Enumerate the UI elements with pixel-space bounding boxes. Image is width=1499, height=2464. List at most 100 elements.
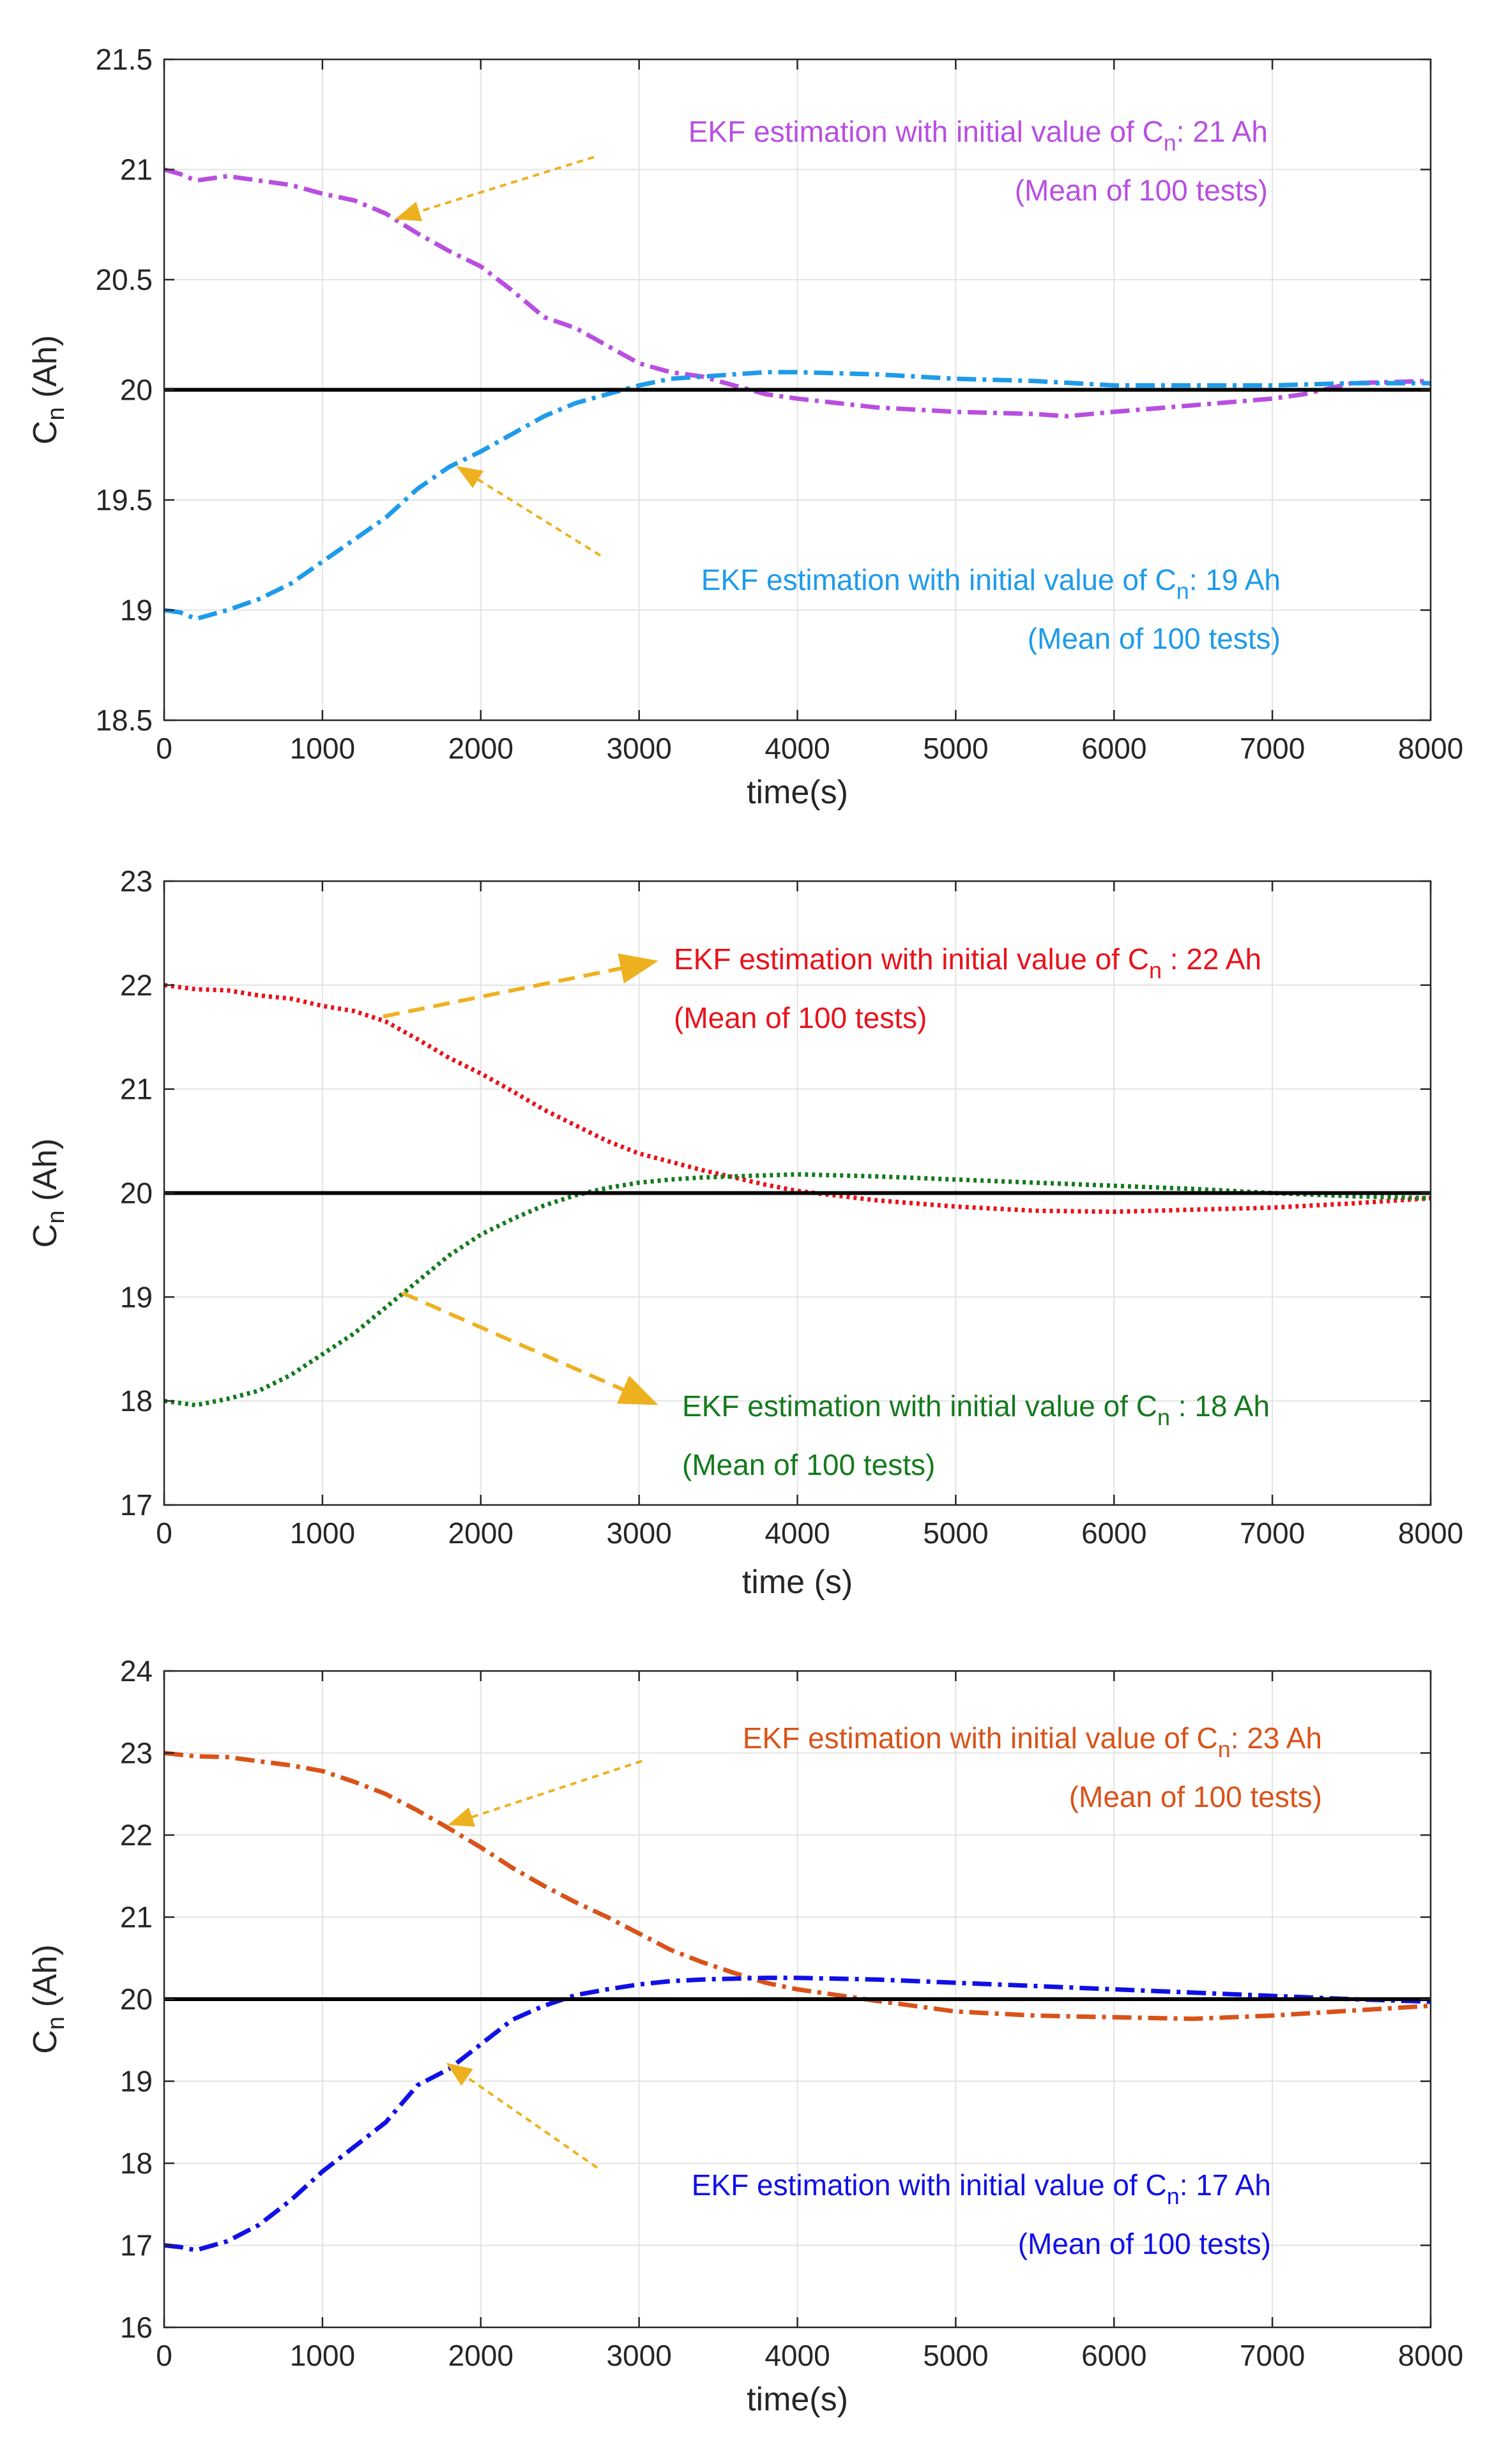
x-tick-label: 2000 (448, 732, 514, 765)
annotation-label: EKF estimation with initial value of Cn:… (743, 1721, 1322, 1762)
y-tick-label: 17 (120, 2229, 153, 2262)
x-tick-label: 5000 (923, 732, 988, 765)
series-line-1-1 (164, 167, 1431, 419)
annotation-note: (Mean of 100 tests) (682, 1448, 935, 1481)
annotation-label-pre: EKF estimation with initial value of C (674, 942, 1149, 976)
annotation-label: EKF estimation with initial value of Cn … (674, 942, 1261, 983)
annotation-note: (Mean of 100 tests) (1028, 622, 1281, 655)
annotation-label-post: : 19 Ah (1189, 563, 1281, 596)
annotation-label-sub: n (1218, 1736, 1231, 1762)
y-tick-label: 20 (120, 1983, 153, 2016)
x-tick-label: 8000 (1398, 732, 1463, 765)
x-tick-label: 6000 (1081, 732, 1146, 765)
y-axis-label-main: C (27, 421, 64, 445)
annotation-label: EKF estimation with initial value of Cn … (682, 1389, 1270, 1430)
annotation-label-sub: n (1149, 957, 1162, 983)
chart-panel-3: 0 1000 2000 3000 4000 5000 6000 7000 8000 16 17 18 1… (27, 1654, 1463, 2418)
y-tick-label: 24 (120, 1654, 153, 1688)
x-tick-label: 3000 (606, 1516, 671, 1550)
annotation-label-sub: n (1167, 2183, 1180, 2209)
annotation-label-pre: EKF estimation with initial value of C (682, 1389, 1157, 1423)
y-axis-label-unit: (Ah) (27, 1138, 64, 1211)
y-tick-label: 19 (120, 1280, 153, 1313)
x-axis-label: time(s) (747, 774, 848, 811)
annotation-label-post: : 23 Ah (1231, 1721, 1322, 1755)
annotation-note: (Mean of 100 tests) (1018, 2227, 1271, 2260)
y-tick-label: 22 (120, 969, 153, 1002)
x-tick-label: 5000 (923, 2339, 988, 2372)
x-tick-label: 3000 (606, 732, 671, 765)
x-axis-label: time (s) (742, 1564, 853, 1601)
y-tick-label: 21.5 (95, 43, 153, 76)
y-tick-label: 20 (120, 1177, 153, 1210)
annotation-label-pre: EKF estimation with initial value of C (701, 563, 1176, 596)
annotation-note: (Mean of 100 tests) (674, 1001, 927, 1034)
y-tick-label: 22 (120, 1818, 153, 1852)
annotation-note: (Mean of 100 tests) (1015, 174, 1268, 207)
x-tick-label: 6000 (1081, 2339, 1146, 2372)
annotation-label: EKF estimation with initial value of Cn:… (701, 563, 1281, 604)
series-line-3-1 (164, 1751, 1431, 2022)
annotation-label-pre: EKF estimation with initial value of C (689, 115, 1164, 148)
x-tick-label: 8000 (1398, 1516, 1463, 1550)
annotation-label-post: : 18 Ah (1170, 1389, 1270, 1423)
y-axis-label-sub: n (43, 2016, 70, 2030)
x-tick-label: 8000 (1398, 2339, 1463, 2372)
y-axis-label-sub: n (43, 1210, 70, 1223)
annotation-label-post: : 21 Ah (1176, 115, 1268, 148)
y-tick-label: 20 (120, 374, 153, 407)
x-tick-label: 6000 (1081, 1516, 1146, 1550)
series-line-3-2 (164, 1976, 1431, 2253)
y-tick-label: 18 (120, 2147, 153, 2180)
x-tick-label: 1000 (290, 732, 355, 765)
annotation-label-post: : 22 Ah (1162, 942, 1261, 976)
y-axis-label-sub: n (43, 407, 70, 420)
x-tick-label: 0 (156, 1516, 172, 1550)
y-tick-label: 23 (120, 865, 153, 898)
x-tick-label: 7000 (1240, 1516, 1305, 1550)
annotation-arrow (456, 465, 602, 557)
annotation-label-post: : 17 Ah (1180, 2168, 1271, 2202)
y-axis-label-unit: (Ah) (27, 335, 64, 407)
x-axis-label: time(s) (747, 2381, 848, 2418)
y-tick-label: 21 (120, 1073, 153, 1106)
y-axis-label: Cn (Ah) (27, 335, 70, 444)
x-tick-label: 2000 (448, 2339, 514, 2372)
y-axis-label: Cn (Ah) (27, 1944, 70, 2053)
series-line-2-1 (164, 983, 1431, 1214)
x-tick-label: 5000 (923, 1516, 988, 1550)
y-axis-label: Cn (Ah) (27, 1138, 70, 1248)
chart-panel-2: 0 1000 2000 3000 4000 5000 6000 7000 8000 17 18 19 2… (27, 865, 1463, 1601)
y-axis-label-unit: (Ah) (27, 1944, 64, 2016)
y-tick-label: 19 (120, 594, 153, 627)
x-tick-label: 3000 (606, 2339, 671, 2372)
y-tick-label: 16 (120, 2311, 153, 2344)
annotation-arrow (401, 1291, 658, 1405)
x-tick-label: 4000 (765, 2339, 830, 2372)
annotation-label: EKF estimation with initial value of Cn:… (689, 115, 1268, 156)
annotation-label-pre: EKF estimation with initial value of C (692, 2168, 1167, 2202)
annotation-label: EKF estimation with initial value of Cn:… (692, 2168, 1271, 2209)
annotation-note: (Mean of 100 tests) (1069, 1780, 1322, 1813)
x-tick-label: 7000 (1240, 2339, 1305, 2372)
y-tick-label: 18 (120, 1384, 153, 1417)
y-tick-label: 21 (120, 153, 153, 186)
y-tick-label: 19 (120, 2065, 153, 2098)
x-tick-label: 0 (156, 2339, 172, 2372)
y-axis-label-main: C (27, 1224, 64, 1248)
annotation-label-pre: EKF estimation with initial value of C (743, 1721, 1218, 1755)
x-tick-label: 1000 (290, 2339, 355, 2372)
x-tick-label: 0 (156, 732, 172, 765)
x-tick-label: 4000 (765, 1516, 830, 1550)
y-axis-label-main: C (27, 2030, 64, 2054)
annotation-label-sub: n (1164, 130, 1176, 156)
y-tick-label: 17 (120, 1488, 153, 1522)
annotation-arrow (383, 953, 658, 1018)
y-tick-label: 21 (120, 1901, 153, 1934)
annotation-label-sub: n (1176, 578, 1189, 604)
y-tick-label: 23 (120, 1737, 153, 1770)
annotation-arrow (446, 2062, 598, 2169)
x-tick-label: 7000 (1240, 732, 1305, 765)
y-tick-label: 19.5 (95, 483, 153, 517)
